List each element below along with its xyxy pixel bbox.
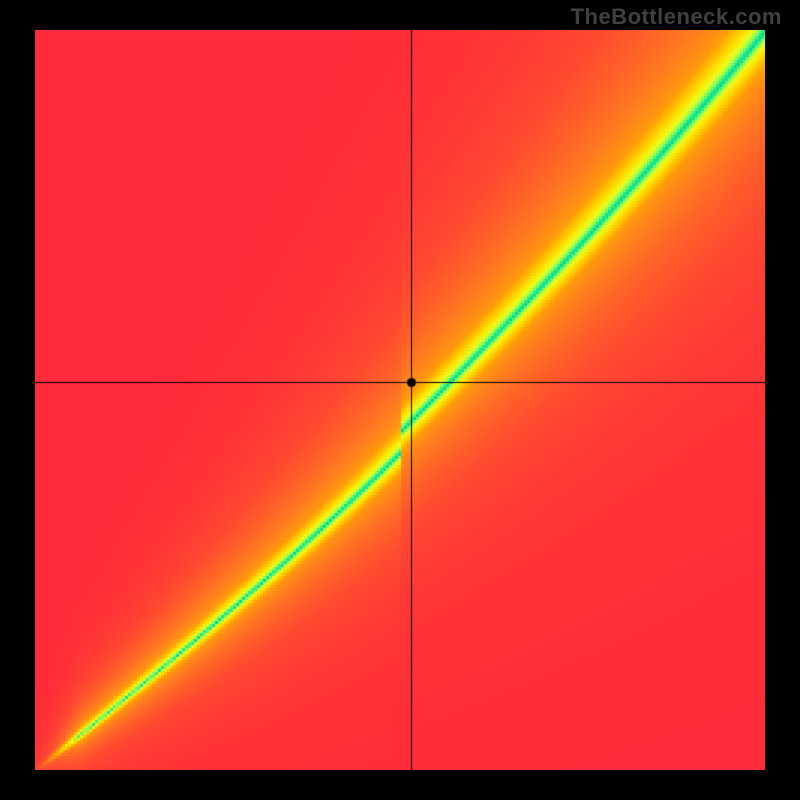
plot-area <box>35 30 765 770</box>
heatmap-canvas <box>35 30 765 770</box>
watermark-text: TheBottleneck.com <box>571 4 782 30</box>
chart-container: TheBottleneck.com <box>0 0 800 800</box>
